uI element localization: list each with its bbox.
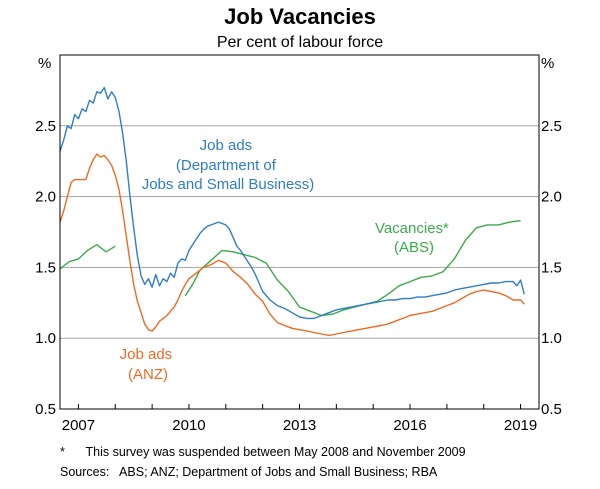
series-label-anz-line-2: (ANZ): [128, 366, 168, 383]
series-label-abs-line-1: Vacancies*: [375, 220, 449, 237]
footnote: * This survey was suspended between May …: [60, 445, 466, 459]
series-label-anz-job-ads: Job ads (ANZ): [120, 346, 177, 383]
y-axis-right: 0.5 1.0 1.5 2.0 2.5: [541, 118, 562, 418]
chart-title: Job Vacancies: [224, 4, 376, 29]
series-layer: [59, 86, 525, 337]
y-unit-left: %: [38, 55, 51, 72]
y-tick-label-left: 2.5: [35, 118, 56, 135]
x-tick-label: 2013: [283, 417, 316, 434]
y-tick-label-right: 2.0: [541, 189, 562, 206]
y-unit-right: %: [541, 55, 554, 72]
y-tick-label-right: 0.5: [541, 401, 562, 418]
series-line-abs-vacancies: [59, 244, 116, 270]
y-tick-label-left: 2.0: [35, 189, 56, 206]
series-label-dept-job-ads: Job ads (Department of Jobs and Small Bu…: [142, 137, 315, 193]
chart-subtitle: Per cent of labour force: [217, 34, 383, 51]
series-label-dept-line-3: Jobs and Small Business): [142, 176, 315, 193]
series-line-anz-job-ads: [59, 153, 525, 337]
series-label-abs-line-2: (ABS): [394, 239, 434, 256]
x-axis: 2007 2010 2013 2016 2019: [62, 404, 537, 434]
y-tick-label-left: 1.5: [35, 259, 56, 276]
x-tick-label: 2016: [393, 417, 426, 434]
x-tick-label: 2010: [172, 417, 205, 434]
series-label-anz-line-1: Job ads: [120, 346, 173, 363]
x-tick-label: 2019: [504, 417, 537, 434]
y-tick-label-right: 1.0: [541, 330, 562, 347]
y-tick-label-right: 2.5: [541, 118, 562, 135]
y-tick-label-left: 1.0: [35, 330, 56, 347]
series-line-dept-job-ads: [59, 86, 525, 320]
y-tick-label-left: 0.5: [35, 401, 56, 418]
y-axis-left: 0.5 1.0 1.5 2.0 2.5: [35, 118, 56, 418]
sources: Sources: ABS; ANZ; Department of Jobs an…: [60, 465, 438, 479]
x-tick-label: 2007: [62, 417, 95, 434]
y-tick-label-right: 1.5: [541, 259, 562, 276]
series-label-abs-vacancies: Vacancies* (ABS): [375, 220, 453, 256]
series-label-dept-line-2: (Department of: [176, 157, 277, 174]
series-label-dept-line-1: Job ads: [200, 137, 253, 154]
series-line-abs-vacancies: [184, 220, 521, 317]
